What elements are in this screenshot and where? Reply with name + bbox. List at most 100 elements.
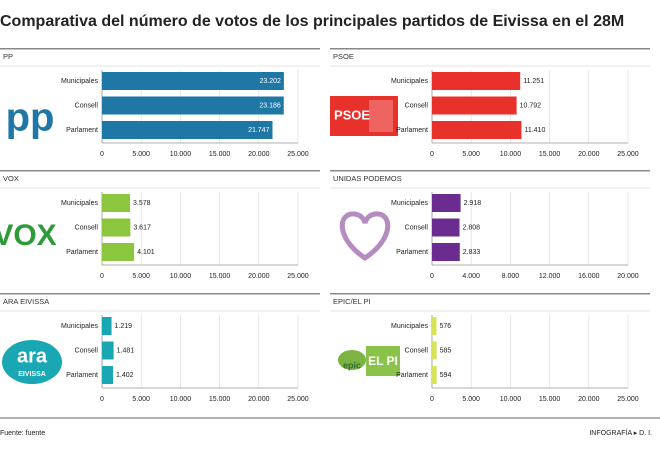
bar [102,243,135,261]
category-label: Municipales [61,323,98,330]
value-label: 576 [440,323,452,330]
bar [102,317,112,335]
category-label: Consell [405,347,429,354]
x-tick-label: 20.000 [248,396,270,403]
bar [102,218,131,237]
bar [102,366,113,384]
logo-text: epic [343,360,361,370]
value-label: 1.219 [115,323,133,330]
logo-bg [2,340,62,384]
bar [432,243,460,261]
bar [432,341,437,360]
value-label: 1.481 [117,347,135,354]
x-tick-label: 15.000 [209,151,231,158]
category-label: Parlament [66,249,98,256]
logo-text: pp [6,96,55,140]
logo-text: VOX [0,219,57,252]
category-label: Consell [405,224,429,231]
bar [102,121,273,139]
page-title: Comparativa del número de votos de los p… [0,13,624,30]
bar [432,96,517,115]
value-label: 2.833 [463,249,481,256]
x-tick-label: 0 [430,396,434,403]
bar [102,341,114,360]
category-label: Parlament [66,372,98,379]
source: Fuente: fuente [0,430,45,437]
value-label: 23.202 [259,78,281,85]
x-tick-label: 15.000 [539,151,561,158]
x-tick-label: 25.000 [287,273,309,280]
category-label: Consell [405,102,429,109]
value-label: 585 [440,347,452,354]
x-tick-label: 4.000 [462,273,480,280]
x-tick-label: 16.000 [578,273,600,280]
x-tick-label: 0 [100,273,104,280]
x-tick-label: 10.000 [170,396,192,403]
logo-text: PSOE [334,107,370,122]
panel-header [0,170,320,172]
category-label: Parlament [396,372,428,379]
panel-header [0,48,320,50]
x-tick-label: 25.000 [287,396,309,403]
x-tick-label: 0 [430,151,434,158]
bar [432,121,522,139]
x-tick-label: 0 [430,273,434,280]
x-tick-label: 5.000 [462,396,480,403]
value-label: 1.402 [116,372,134,379]
panel-title: PSOE [333,52,354,61]
x-tick-label: 25.000 [617,396,639,403]
x-tick-label: 15.000 [539,396,561,403]
x-tick-label: 0 [100,396,104,403]
value-label: 11.251 [523,78,544,85]
category-label: Municipales [391,78,428,85]
x-tick-label: 5.000 [132,396,150,403]
x-tick-label: 10.000 [500,396,522,403]
logo-text: EL PI [368,354,398,368]
logo-text: EIVISSA [18,371,46,378]
bar [432,194,461,212]
x-tick-label: 0 [100,151,104,158]
category-label: Consell [75,347,99,354]
x-tick-label: 5.000 [462,151,480,158]
x-tick-label: 5.000 [132,273,150,280]
panel-title: VOX [3,174,19,183]
logo-text: ara [17,345,48,367]
value-label: 3.578 [133,200,151,207]
value-label: 23.186 [259,102,281,109]
value-label: 2.808 [463,224,481,231]
category-label: Municipales [61,200,98,207]
bar [432,317,437,335]
x-tick-label: 10.000 [170,273,192,280]
bar [102,194,131,212]
category-label: Municipales [61,78,98,85]
panel-title: EPIC/EL PI [333,297,371,306]
bar [102,72,284,90]
x-tick-label: 20.000 [578,151,600,158]
panel-header [330,170,650,172]
panel-title: PP [3,52,13,61]
logo-box [369,100,393,132]
panel-header [330,293,650,295]
value-label: 594 [440,372,452,379]
x-tick-label: 12.000 [539,273,561,280]
x-tick-label: 5.000 [132,151,150,158]
x-tick-label: 20.000 [248,273,270,280]
logo-bg [338,350,366,370]
x-tick-label: 20.000 [578,396,600,403]
value-label: 4.101 [137,249,155,256]
x-tick-label: 8.000 [502,273,520,280]
credit: INFOGRAFÍA ▸ D. I. [589,428,652,437]
logo-box [366,346,400,376]
value-label: 2.918 [464,200,482,207]
value-label: 3.617 [133,224,151,231]
bar [432,366,437,384]
x-tick-label: 15.000 [209,396,231,403]
panel-title: UNIDAS PODEMOS [333,174,402,183]
x-tick-label: 10.000 [500,151,522,158]
x-tick-label: 10.000 [170,151,192,158]
x-tick-label: 20.000 [617,273,639,280]
panel-header [330,48,650,50]
panel-title: ARA EIVISSA [3,297,49,306]
x-tick-label: 25.000 [617,151,639,158]
